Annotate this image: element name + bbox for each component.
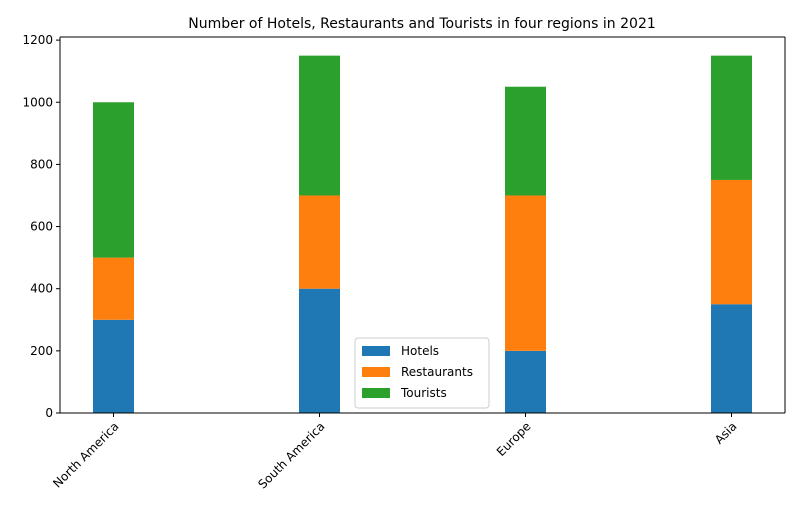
legend-label-hotels: Hotels bbox=[401, 344, 439, 358]
y-tick-label: 200 bbox=[30, 344, 53, 358]
bar-hotels-europe bbox=[505, 350, 546, 413]
x-tick-label: South America bbox=[255, 419, 327, 491]
x-tick-label: Europe bbox=[494, 419, 534, 459]
x-tick-label: North America bbox=[50, 419, 121, 490]
bar-hotels-asia bbox=[711, 304, 752, 413]
chart-title: Number of Hotels, Restaurants and Touris… bbox=[188, 16, 656, 32]
y-tick-label: 400 bbox=[30, 282, 53, 296]
y-tick-label: 1000 bbox=[22, 95, 53, 109]
bar-tourists-north-america bbox=[93, 102, 134, 258]
bar-restaurants-europe bbox=[505, 195, 546, 351]
legend: Hotels Restaurants Tourists bbox=[354, 337, 490, 409]
bar-tourists-south-america bbox=[299, 55, 340, 196]
bar-restaurants-south-america bbox=[299, 195, 340, 289]
axes-group: 0 200 400 600 800 1000 1200 North America South … bbox=[22, 33, 786, 491]
bars-group bbox=[93, 55, 752, 413]
y-tick-label: 800 bbox=[30, 157, 53, 171]
bar-hotels-south-america bbox=[299, 288, 340, 413]
x-tick-label: Asia bbox=[712, 419, 740, 447]
bar-hotels-north-america bbox=[93, 319, 134, 413]
bar-restaurants-north-america bbox=[93, 257, 134, 320]
bar-restaurants-asia bbox=[711, 179, 752, 305]
legend-swatch-restaurants bbox=[362, 367, 390, 377]
legend-swatch-hotels bbox=[362, 346, 390, 356]
legend-swatch-tourists bbox=[362, 388, 390, 398]
y-tick-label: 600 bbox=[30, 220, 53, 234]
y-tick-label: 0 bbox=[45, 406, 53, 420]
legend-label-tourists: Tourists bbox=[400, 386, 447, 400]
legend-label-restaurants: Restaurants bbox=[401, 365, 473, 379]
bar-tourists-asia bbox=[711, 55, 752, 180]
y-tick-label: 1200 bbox=[22, 33, 53, 47]
bar-tourists-europe bbox=[505, 86, 546, 196]
